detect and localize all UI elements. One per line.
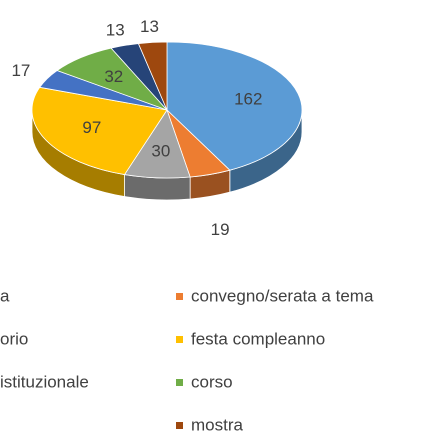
data-label: 13 — [106, 21, 125, 40]
data-label: 19 — [211, 220, 230, 239]
legend-swatch — [176, 293, 183, 300]
legend-swatch — [176, 336, 183, 343]
pie-slice — [31, 86, 168, 175]
legend-label: mostra — [191, 415, 244, 434]
pie-sides — [31, 109, 303, 201]
legend-label: festa compleanno — [191, 329, 325, 348]
slice-side — [124, 174, 191, 201]
data-label: 97 — [82, 118, 101, 137]
pie-slice — [166, 41, 303, 171]
legend-swatch — [176, 422, 183, 429]
data-label: 30 — [151, 142, 170, 161]
legend-label: corso — [191, 372, 233, 391]
legend: a convegno/serata a tema orio festa complea… — [0, 286, 374, 434]
legend-label: convegno/serata a tema — [191, 286, 374, 305]
legend-label: orio — [0, 329, 28, 348]
data-label: 13 — [140, 17, 159, 36]
data-labels: 162 19 30 97 17 32 13 13 — [11, 17, 262, 239]
legend-label: a — [0, 286, 10, 305]
pie-tops — [31, 41, 303, 179]
data-label: 32 — [104, 67, 123, 86]
data-label: 17 — [11, 61, 30, 80]
data-label: 162 — [234, 89, 262, 108]
pie-slice — [137, 41, 168, 111]
legend-label: istituzionale — [0, 372, 89, 391]
legend-swatch — [176, 379, 183, 386]
